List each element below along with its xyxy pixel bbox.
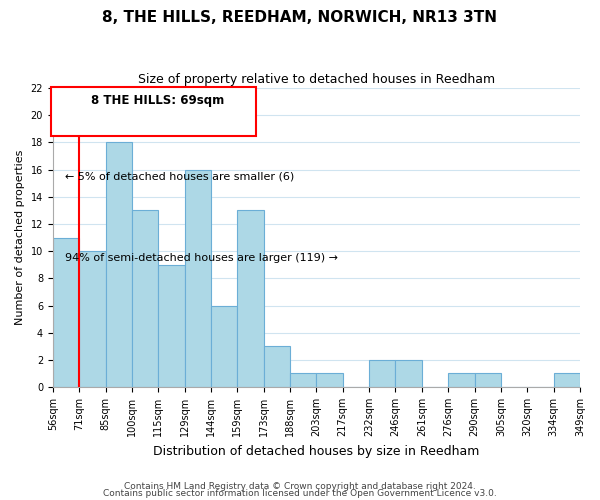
- Text: 8, THE HILLS, REEDHAM, NORWICH, NR13 3TN: 8, THE HILLS, REEDHAM, NORWICH, NR13 3TN: [103, 10, 497, 25]
- Text: 8 THE HILLS: 69sqm: 8 THE HILLS: 69sqm: [91, 94, 224, 107]
- Bar: [238, 210, 263, 387]
- Bar: [53, 238, 79, 387]
- Bar: [106, 142, 132, 387]
- Text: 94% of semi-detached houses are larger (119) →: 94% of semi-detached houses are larger (…: [65, 252, 338, 262]
- Bar: [554, 374, 580, 387]
- Bar: [211, 306, 238, 387]
- Bar: [448, 374, 475, 387]
- Text: ← 5% of detached houses are smaller (6): ← 5% of detached houses are smaller (6): [65, 172, 294, 182]
- Bar: [79, 251, 106, 387]
- FancyBboxPatch shape: [52, 86, 256, 136]
- Bar: [158, 264, 185, 387]
- Text: Contains HM Land Registry data © Crown copyright and database right 2024.: Contains HM Land Registry data © Crown c…: [124, 482, 476, 491]
- Text: Contains public sector information licensed under the Open Government Licence v3: Contains public sector information licen…: [103, 490, 497, 498]
- Bar: [290, 374, 316, 387]
- Bar: [185, 170, 211, 387]
- Bar: [369, 360, 395, 387]
- Bar: [395, 360, 422, 387]
- X-axis label: Distribution of detached houses by size in Reedham: Distribution of detached houses by size …: [153, 444, 479, 458]
- Title: Size of property relative to detached houses in Reedham: Size of property relative to detached ho…: [138, 72, 495, 86]
- Y-axis label: Number of detached properties: Number of detached properties: [15, 150, 25, 325]
- Bar: [316, 374, 343, 387]
- Bar: [475, 374, 501, 387]
- Bar: [132, 210, 158, 387]
- Bar: [263, 346, 290, 387]
